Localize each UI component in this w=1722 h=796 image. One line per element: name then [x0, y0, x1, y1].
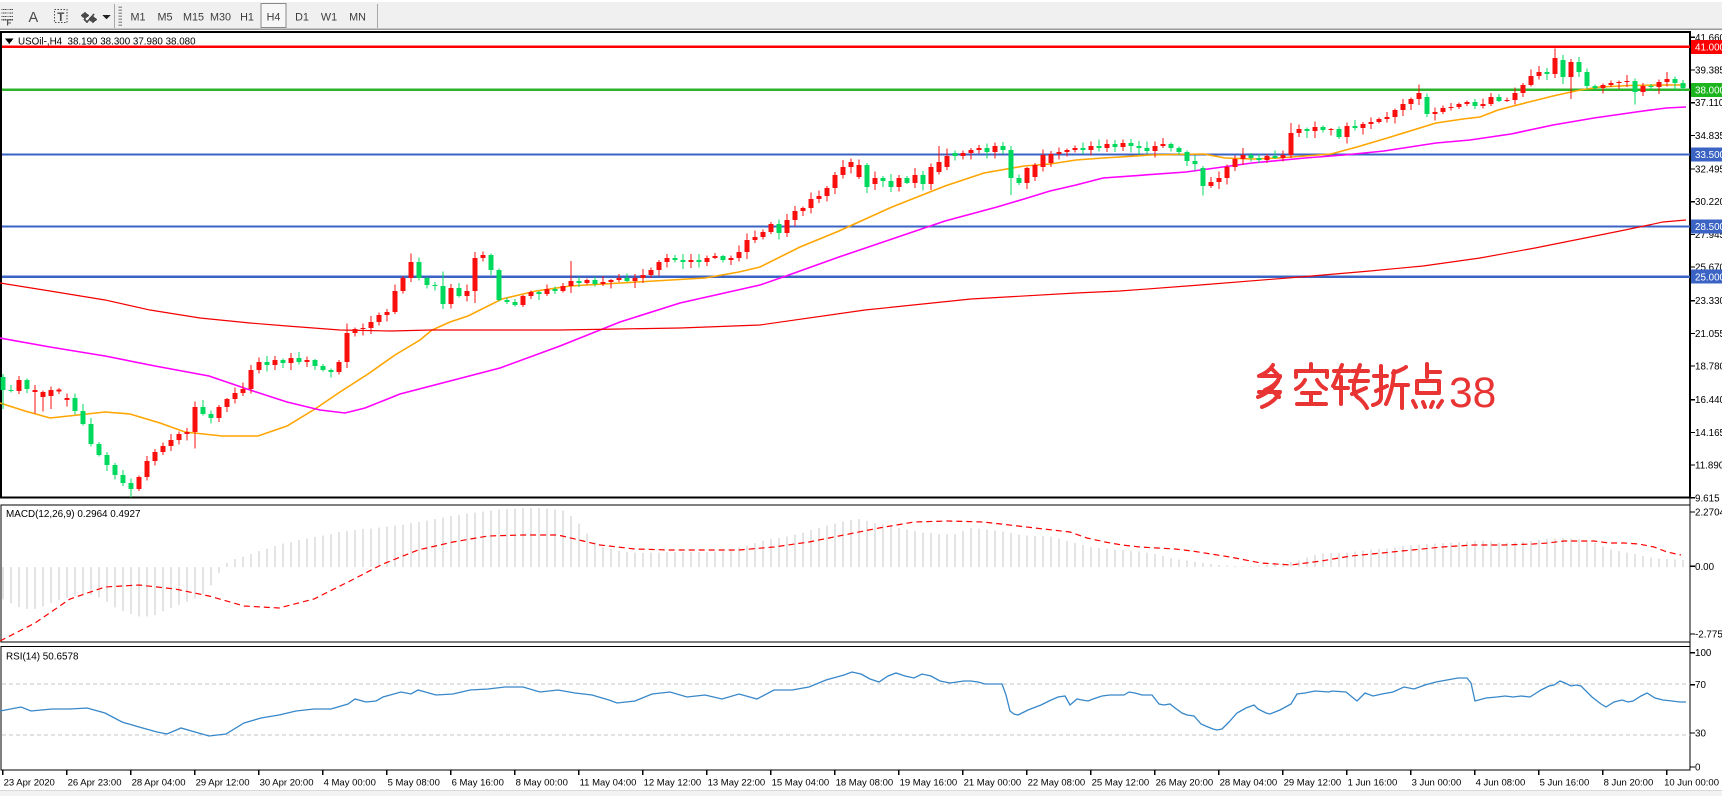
svg-text:23.330: 23.330	[1695, 296, 1722, 307]
svg-text:15 May 04:00: 15 May 04:00	[772, 778, 830, 789]
svg-text:29 May 12:00: 29 May 12:00	[1284, 778, 1342, 789]
svg-text:25.670: 25.670	[1695, 263, 1722, 274]
svg-text:8 Jun 20:00: 8 Jun 20:00	[1604, 778, 1654, 789]
svg-text:21 May 00:00: 21 May 00:00	[964, 778, 1022, 789]
svg-text:32.495: 32.495	[1695, 165, 1722, 176]
svg-text:M1: M1	[131, 12, 146, 24]
svg-text:11 May 04:00: 11 May 04:00	[580, 778, 637, 789]
svg-text:2.2704: 2.2704	[1695, 508, 1722, 519]
svg-text:70: 70	[1695, 680, 1706, 691]
svg-text:MN: MN	[349, 12, 366, 24]
svg-text:25.000: 25.000	[1695, 272, 1722, 283]
svg-text:8 May 00:00: 8 May 00:00	[516, 778, 568, 789]
svg-text:M30: M30	[210, 12, 231, 24]
svg-text:28 May 04:00: 28 May 04:00	[1220, 778, 1278, 789]
svg-text:M15: M15	[183, 12, 204, 24]
svg-text:26 Apr 23:00: 26 Apr 23:00	[68, 778, 122, 789]
svg-text:22 May 08:00: 22 May 08:00	[1028, 778, 1086, 789]
svg-text:26 May 20:00: 26 May 20:00	[1156, 778, 1214, 789]
svg-text:16.440: 16.440	[1695, 395, 1722, 406]
svg-text:18.780: 18.780	[1695, 362, 1722, 373]
svg-text:M5: M5	[158, 12, 173, 24]
svg-text:4 Jun 08:00: 4 Jun 08:00	[1476, 778, 1526, 789]
svg-text:5 Jun 16:00: 5 Jun 16:00	[1540, 778, 1590, 789]
svg-text:41.000: 41.000	[1695, 42, 1722, 53]
svg-text:28.500: 28.500	[1695, 222, 1722, 233]
svg-text:14.165: 14.165	[1695, 428, 1722, 439]
svg-text:28 Apr 04:00: 28 Apr 04:00	[132, 778, 186, 789]
svg-text:21.055: 21.055	[1695, 329, 1722, 340]
svg-text:MACD(12,26,9) 0.2964 0.4927: MACD(12,26,9) 0.2964 0.4927	[6, 509, 141, 520]
svg-text:23 Apr 2020: 23 Apr 2020	[4, 778, 55, 789]
svg-text:T: T	[57, 12, 64, 24]
svg-text:USOil-,H4 38.190 38.300 37.98: USOil-,H4 38.190 38.300 37.980 38.080	[18, 37, 196, 48]
svg-text:RSI(14) 50.6578: RSI(14) 50.6578	[6, 652, 79, 663]
svg-text:5 May 08:00: 5 May 08:00	[388, 778, 440, 789]
svg-text:30: 30	[1695, 729, 1706, 740]
svg-text:38.000: 38.000	[1695, 86, 1722, 97]
svg-text:34.835: 34.835	[1695, 131, 1722, 142]
svg-text:F: F	[7, 19, 12, 28]
svg-text:3 Jun 00:00: 3 Jun 00:00	[1412, 778, 1462, 789]
svg-text:1 Jun 16:00: 1 Jun 16:00	[1348, 778, 1398, 789]
svg-text:38: 38	[1449, 370, 1496, 417]
svg-text:H1: H1	[240, 12, 254, 24]
svg-text:11.890: 11.890	[1695, 461, 1722, 472]
svg-text:30 Apr 20:00: 30 Apr 20:00	[260, 778, 314, 789]
svg-text:27.945: 27.945	[1695, 230, 1722, 241]
svg-text:100: 100	[1695, 648, 1712, 659]
svg-text:19 May 16:00: 19 May 16:00	[900, 778, 958, 789]
svg-text:29 Apr 12:00: 29 Apr 12:00	[196, 778, 250, 789]
svg-text:12 May 12:00: 12 May 12:00	[644, 778, 702, 789]
svg-text:4 May 00:00: 4 May 00:00	[324, 778, 376, 789]
svg-text:0: 0	[1695, 763, 1701, 774]
svg-text:37.110: 37.110	[1695, 98, 1722, 109]
svg-text:D1: D1	[295, 12, 309, 24]
svg-text:H4: H4	[267, 12, 281, 24]
svg-text:W1: W1	[321, 12, 337, 24]
svg-text:18 May 08:00: 18 May 08:00	[836, 778, 894, 789]
svg-text:9.615: 9.615	[1695, 493, 1720, 504]
svg-text:25 May 12:00: 25 May 12:00	[1092, 778, 1150, 789]
svg-text:6 May 16:00: 6 May 16:00	[452, 778, 504, 789]
svg-text:10 Jun 00:00: 10 Jun 00:00	[1664, 778, 1719, 789]
svg-text:-2.7759: -2.7759	[1695, 630, 1722, 641]
svg-text:A: A	[29, 10, 39, 26]
svg-text:33.500: 33.500	[1695, 150, 1722, 161]
svg-text:39.385: 39.385	[1695, 66, 1722, 77]
svg-text:13 May 22:00: 13 May 22:00	[708, 778, 766, 789]
svg-text:0.00: 0.00	[1695, 562, 1715, 573]
svg-text:30.220: 30.220	[1695, 197, 1722, 208]
svg-text:41.660: 41.660	[1695, 33, 1722, 44]
